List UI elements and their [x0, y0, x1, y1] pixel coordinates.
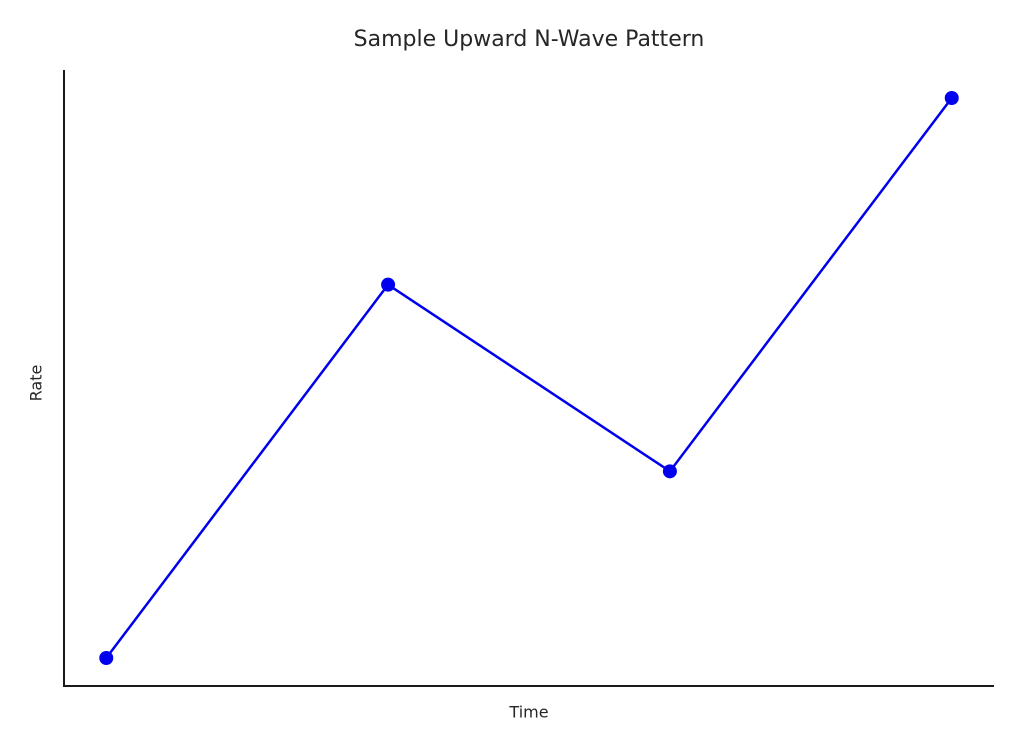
point: [662, 464, 677, 479]
y-axis-label: Rate: [27, 365, 46, 402]
chart-title: Sample Upward N-Wave Pattern: [354, 27, 705, 52]
line: [105, 97, 953, 659]
x-axis-label: Time: [508, 703, 548, 722]
point: [944, 91, 959, 105]
point: [381, 277, 396, 292]
point: [99, 651, 114, 665]
